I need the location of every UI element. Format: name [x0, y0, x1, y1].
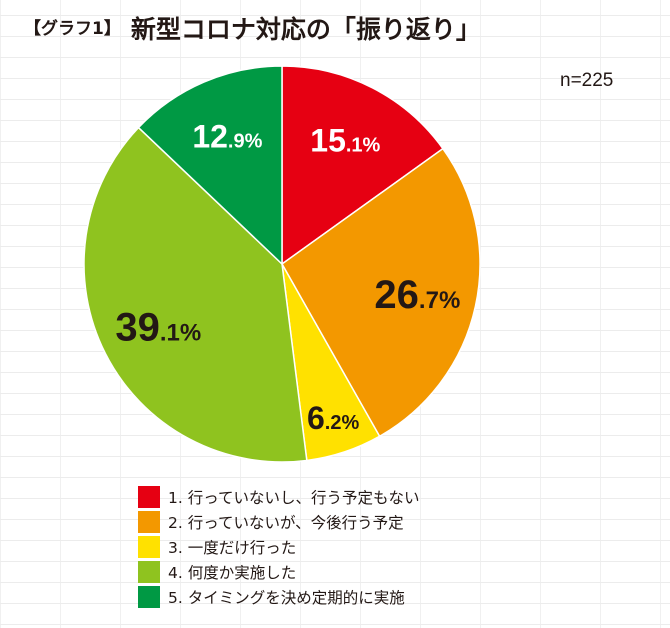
pie-slice-5 — [137, 65, 283, 266]
legend-label: 4. 何度か実施した — [168, 563, 297, 582]
legend-label: 5. タイミングを決め定期的に実施 — [168, 588, 405, 607]
legend-item: 4. 何度か実施した — [138, 559, 419, 584]
pie-slice-2 — [281, 147, 481, 438]
legend-item: 2. 行っていないが、今後行う予定 — [138, 509, 419, 534]
title-prefix: 【グラフ1】 — [24, 19, 121, 39]
sample-size: n=225 — [560, 70, 614, 91]
legend-item: 3. 一度だけ行った — [138, 534, 419, 559]
legend-swatch — [138, 535, 160, 558]
data-label-5: 12.9% — [192, 119, 262, 155]
pie-slice-1 — [281, 65, 444, 266]
data-label-1: 15.1% — [310, 123, 380, 159]
legend-swatch — [138, 510, 160, 533]
chart-title: 【グラフ1】 新型コロナ対応の「振り返り」 — [24, 10, 481, 46]
legend-item: 1. 行っていないし、行う予定もない — [138, 484, 419, 509]
legend-label: 1. 行っていないし、行う予定もない — [168, 488, 420, 507]
legend: 1. 行っていないし、行う予定もない 2. 行っていないが、今後行う予定 3. 一度… — [138, 484, 419, 609]
legend-swatch — [138, 585, 160, 608]
data-label-3: 6.2% — [307, 400, 359, 436]
legend-swatch — [138, 560, 160, 583]
legend-item: 5. タイミングを決め定期的に実施 — [138, 584, 419, 609]
legend-label: 3. 一度だけ行った — [168, 538, 297, 557]
legend-label: 2. 行っていないが、今後行う予定 — [168, 513, 404, 532]
pie-slice-4 — [83, 126, 308, 463]
legend-swatch — [138, 485, 160, 508]
data-label-4: 39.1% — [115, 306, 201, 350]
title-main: 新型コロナ対応の「振り返り」 — [130, 15, 481, 44]
data-label-2: 26.7% — [374, 273, 460, 317]
